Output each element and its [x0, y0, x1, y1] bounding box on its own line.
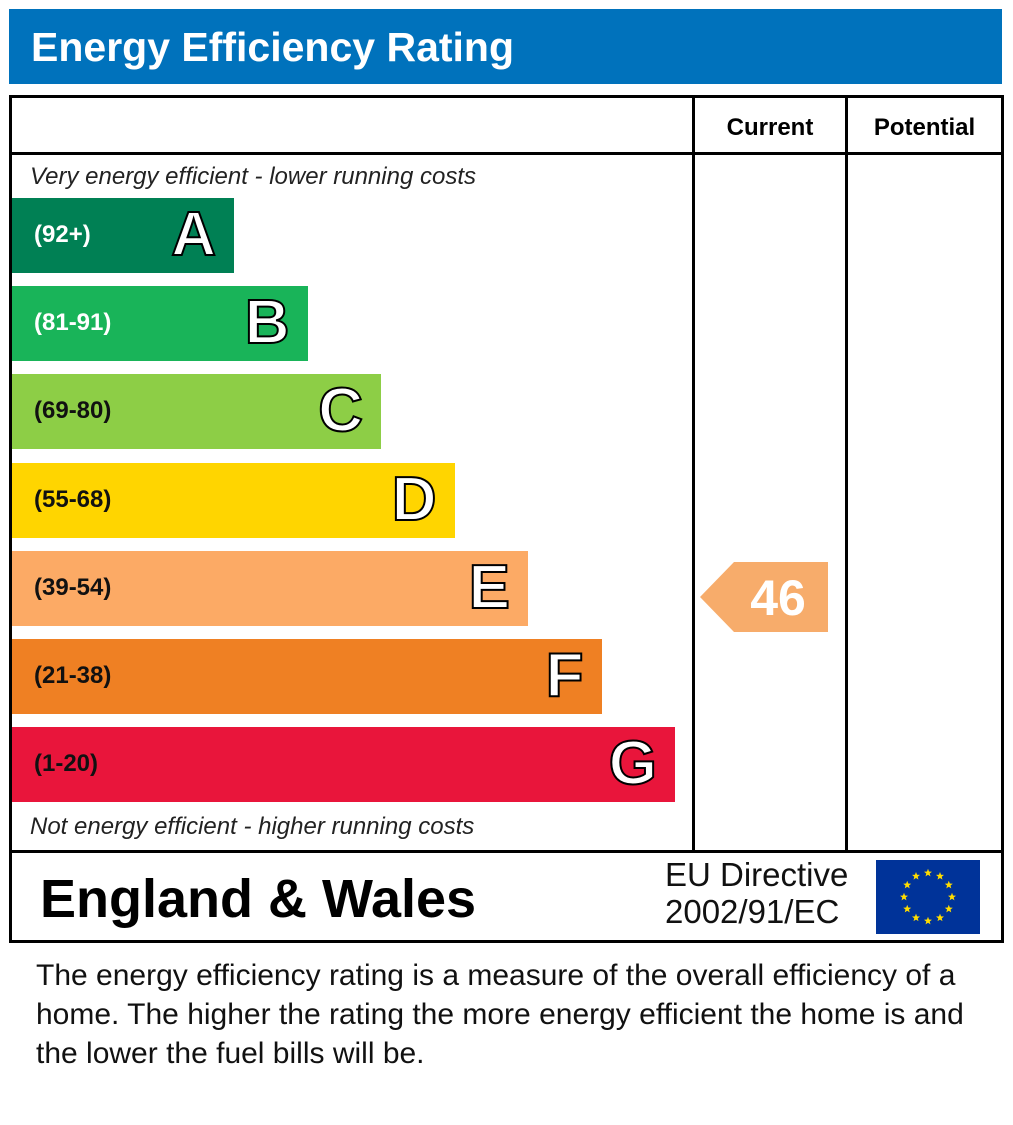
eu-star [936, 872, 944, 880]
band-letter: D [391, 464, 438, 535]
band-range-label: (1-20) [34, 750, 99, 778]
caption-bottom: Not energy efficient - higher running co… [30, 813, 475, 840]
band-range-label: (55-68) [34, 485, 112, 513]
band-range-label: (69-80) [34, 397, 112, 425]
description-text: The energy efficiency rating is a measur… [36, 959, 964, 1070]
rating-chart: Current Potential Very energy efficient … [9, 95, 1004, 943]
current-rating-arrow-value: 46 [750, 569, 806, 626]
band-e: (39-54) E [12, 550, 528, 626]
eu-star [936, 913, 944, 922]
band-c: (69-80) C [12, 374, 381, 450]
band-g: (1-20) G [12, 727, 675, 803]
column-header-potential: Potential [873, 114, 976, 141]
band-letter: E [468, 552, 511, 623]
eu-star [924, 868, 932, 877]
current-rating-arrow-shape [700, 561, 828, 632]
eu-flag-icon [876, 860, 980, 934]
band-d: (55-68) D [12, 462, 455, 538]
footer-directive: EU Directive 2002/91/EC [665, 856, 848, 930]
band-a: (92+) A [12, 198, 234, 273]
band-letter: G [608, 728, 658, 799]
caption-top: Very energy efficient - lower running co… [30, 163, 476, 190]
band-range-label: (81-91) [34, 309, 112, 337]
header-row-divider [12, 152, 1001, 155]
footer-row-divider [12, 850, 1001, 853]
eu-star [944, 904, 953, 913]
band-range-label: (39-54) [34, 573, 112, 601]
band-letter: F [545, 640, 585, 711]
column-divider-current [692, 98, 695, 851]
eu-star [903, 904, 912, 913]
directive-line-2: 2002/91/EC [665, 893, 840, 930]
footer-country: England & Wales [40, 869, 477, 929]
band-letter: C [317, 375, 364, 446]
band-letter: B [244, 287, 291, 358]
current-rating-arrow: 46 [700, 561, 828, 632]
band-range-label: (21-38) [34, 662, 112, 689]
eu-star [948, 892, 956, 901]
band-letter: A [170, 199, 217, 270]
eu-star [903, 880, 912, 889]
band-range-label: (92+) [34, 221, 91, 248]
column-divider-potential [845, 98, 848, 851]
eu-star [912, 913, 920, 922]
eu-star [924, 916, 932, 925]
eu-star [944, 880, 953, 889]
band-b: (81-91) B [12, 286, 308, 362]
eu-star [900, 892, 908, 901]
column-header-current: Current [726, 114, 814, 141]
eu-star [912, 872, 920, 880]
header-banner: Energy Efficiency Rating [9, 9, 1002, 84]
band-f: (21-38) F [12, 639, 602, 714]
page-title: Energy Efficiency Rating [31, 24, 515, 70]
directive-line-1: EU Directive [665, 856, 849, 893]
